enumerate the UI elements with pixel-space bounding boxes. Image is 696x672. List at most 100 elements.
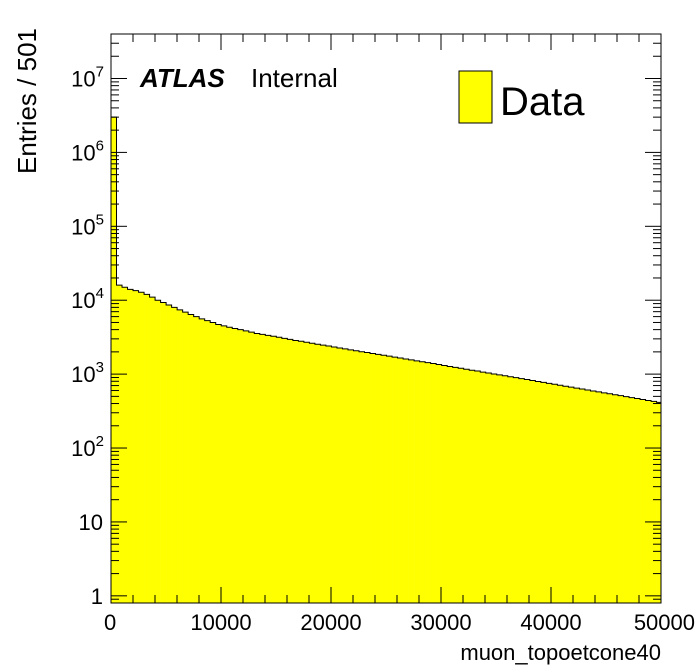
y-tick-label: 10 bbox=[79, 510, 103, 535]
histogram-bar bbox=[458, 368, 465, 603]
histogram-bar bbox=[237, 329, 244, 603]
histogram-bar bbox=[298, 341, 305, 603]
histogram-bar bbox=[529, 380, 536, 603]
y-tick-label: 105 bbox=[71, 211, 104, 239]
histogram-bar bbox=[651, 401, 657, 603]
histogram-bar bbox=[419, 361, 426, 603]
histogram-bar bbox=[287, 339, 294, 603]
histogram-bar bbox=[584, 389, 591, 603]
histogram-bar bbox=[292, 340, 299, 603]
histogram-bar bbox=[166, 305, 172, 603]
y-axis-label: Entries / 501 bbox=[12, 28, 42, 174]
histogram-bar bbox=[309, 343, 316, 603]
histogram-bar bbox=[226, 327, 233, 603]
histogram-bar bbox=[276, 337, 283, 603]
histogram-bar bbox=[518, 378, 525, 603]
y-tick-label: 103 bbox=[71, 359, 104, 387]
histogram-bar bbox=[138, 292, 145, 603]
histogram-bar bbox=[452, 367, 459, 603]
x-axis-label: muon_topoetcone40 bbox=[460, 640, 661, 665]
histogram-bar bbox=[469, 370, 476, 603]
histogram-bar bbox=[199, 318, 205, 603]
histogram-bar bbox=[215, 324, 222, 603]
histogram-bar bbox=[463, 369, 470, 603]
histogram-bar bbox=[188, 314, 194, 603]
histogram-bar bbox=[127, 289, 134, 603]
histogram-bar bbox=[656, 402, 662, 603]
histogram-bar bbox=[535, 381, 542, 603]
histogram-bar bbox=[160, 302, 167, 603]
histogram-bar bbox=[254, 333, 261, 603]
y-tick-label: 102 bbox=[71, 433, 104, 461]
histogram-bar bbox=[133, 290, 139, 603]
histogram-bar bbox=[122, 287, 128, 603]
histogram-bar bbox=[155, 300, 161, 603]
histogram-bar bbox=[629, 397, 635, 603]
histogram-bar bbox=[232, 328, 239, 603]
histogram-bar bbox=[375, 354, 382, 603]
histogram-bar bbox=[612, 394, 619, 603]
histogram-bar bbox=[221, 325, 228, 603]
legend-entry-data: Data bbox=[500, 80, 585, 124]
histogram-bar bbox=[320, 345, 327, 603]
legend-swatch-data bbox=[458, 70, 493, 124]
histogram-bar bbox=[601, 392, 608, 603]
histogram-bar bbox=[546, 383, 553, 603]
histogram-bar bbox=[303, 342, 310, 603]
x-tick-label: 20000 bbox=[300, 610, 361, 635]
histogram-bar bbox=[436, 364, 442, 603]
histogram-bar bbox=[116, 285, 123, 603]
x-tick-label: 0 bbox=[104, 610, 116, 635]
histogram-bar bbox=[640, 399, 646, 603]
histogram-bar bbox=[474, 371, 481, 603]
histogram-bar bbox=[496, 374, 503, 603]
histogram-bar bbox=[606, 393, 613, 603]
histogram-bar bbox=[193, 316, 200, 603]
histogram-bar bbox=[281, 338, 288, 603]
histogram-bar bbox=[270, 336, 277, 603]
histogram-bar bbox=[562, 386, 569, 603]
histogram-bar bbox=[381, 355, 387, 603]
histogram-bar bbox=[441, 365, 448, 603]
histogram-bar bbox=[491, 373, 498, 603]
histogram-bar bbox=[618, 395, 624, 603]
histogram-bar bbox=[364, 352, 371, 603]
histogram-bar bbox=[551, 384, 558, 603]
histogram-bar bbox=[331, 346, 338, 603]
internal-label: Internal bbox=[251, 63, 338, 93]
histogram-bar bbox=[314, 344, 321, 603]
histogram-bar bbox=[342, 348, 349, 603]
histogram-bar bbox=[149, 297, 156, 603]
histogram-bar bbox=[485, 373, 492, 603]
histogram-bar bbox=[507, 376, 514, 603]
plot-frame bbox=[110, 33, 662, 604]
histogram-bar bbox=[243, 330, 250, 603]
histogram-bar bbox=[502, 375, 509, 603]
histogram-bar bbox=[325, 346, 332, 603]
histogram-bar bbox=[540, 382, 547, 603]
x-tick-label: 30000 bbox=[410, 610, 471, 635]
histogram-bar bbox=[177, 309, 183, 603]
x-tick-label: 10000 bbox=[190, 610, 251, 635]
histogram-bar bbox=[579, 389, 586, 603]
histogram-bar bbox=[182, 312, 189, 603]
x-tick-label: 50000 bbox=[634, 610, 695, 635]
x-tick-label: 40000 bbox=[520, 610, 581, 635]
histogram-bar bbox=[408, 359, 415, 603]
atlas-label: ATLAS bbox=[139, 63, 225, 93]
y-tick-label: 107 bbox=[71, 63, 104, 91]
histogram-bar bbox=[645, 400, 652, 603]
y-tick-label: 106 bbox=[71, 137, 104, 165]
legend: Data bbox=[458, 70, 585, 124]
histogram-bar bbox=[392, 357, 398, 603]
histogram-bar bbox=[248, 332, 255, 603]
histogram-bar bbox=[480, 372, 487, 603]
axes: 0 10000 20000 30000 40000 50000 1 10 102 103 104 10… bbox=[71, 33, 695, 635]
histogram-bar bbox=[386, 356, 393, 603]
histogram-bar bbox=[623, 396, 630, 603]
histogram-bar bbox=[513, 377, 520, 603]
histogram-bar bbox=[403, 359, 409, 603]
histogram-bar bbox=[557, 385, 564, 603]
histogram-bar bbox=[171, 307, 178, 603]
